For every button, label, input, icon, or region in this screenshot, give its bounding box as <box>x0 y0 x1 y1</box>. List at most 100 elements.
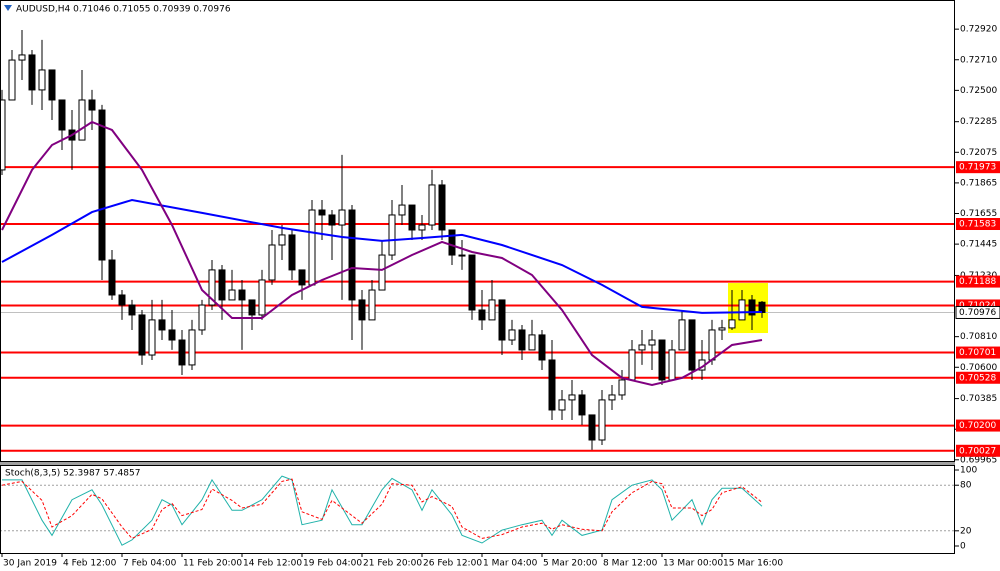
candle-body <box>528 334 536 351</box>
x-tick-label: 5 Mar 20:00 <box>543 559 598 569</box>
candle-body <box>268 244 276 281</box>
candle-body <box>468 254 476 311</box>
last-price-tag <box>955 305 1000 319</box>
pane-separator <box>0 462 955 465</box>
candle-body <box>28 54 36 91</box>
underlay <box>0 166 955 532</box>
moving-average <box>1 198 763 314</box>
candle-body <box>598 399 606 441</box>
candle-body <box>418 224 426 231</box>
candle-body <box>618 379 626 396</box>
level-label: 0.71583 <box>959 220 996 230</box>
candle-body <box>478 309 486 321</box>
candle-body <box>8 59 16 101</box>
level-label: 0.71973 <box>959 163 996 173</box>
candle-body <box>748 299 756 316</box>
moving-average <box>1 120 763 387</box>
level-tag <box>956 371 1000 384</box>
y-tick-label: 0.70600 <box>960 363 997 373</box>
candle-body <box>398 204 406 216</box>
candle-body <box>378 254 386 291</box>
candle-body <box>628 349 636 381</box>
y-tick-label: 20 <box>960 526 972 536</box>
candle-body <box>358 299 366 321</box>
candle-body <box>658 339 666 381</box>
candle-body <box>88 99 96 111</box>
level-label: 0.70200 <box>959 421 996 431</box>
candle-body <box>278 234 286 246</box>
stoch-line <box>2 475 763 546</box>
candle-body <box>228 289 236 301</box>
candle-body <box>678 319 686 351</box>
candle-body <box>558 399 566 411</box>
candle-body <box>368 289 376 321</box>
x-tick-label: 30 Jan 2019 <box>3 559 57 569</box>
candle-body <box>498 299 506 341</box>
candle-body <box>578 394 586 416</box>
x-tick-label: 21 Feb 20:00 <box>363 559 422 569</box>
y-tick-label: 0.70810 <box>960 332 997 342</box>
candle-body <box>18 54 26 61</box>
level-tag <box>956 419 1000 432</box>
last-price-label: 0.70976 <box>959 308 996 318</box>
level-label: 0.71188 <box>959 277 996 287</box>
level-label: 0.70701 <box>959 348 996 358</box>
x-tick-label: 8 Mar 12:00 <box>603 559 658 569</box>
level-tag <box>956 346 1000 359</box>
candle-body <box>0 99 6 171</box>
candle-body <box>148 319 156 356</box>
candle-body <box>38 69 46 91</box>
level-tag <box>956 444 1000 457</box>
y-tick-label: 0.70385 <box>960 394 997 404</box>
y-tick-label: 0.71655 <box>960 209 997 219</box>
x-tick-label: 26 Feb 12:00 <box>423 559 482 569</box>
x-tick-label: 7 Feb 04:00 <box>123 559 177 569</box>
level-tag <box>956 218 1000 231</box>
y-tick-label: 100 <box>960 466 977 476</box>
level-tag <box>956 161 1000 174</box>
y-tick-label: 0.69965 <box>960 455 997 465</box>
y-tick-label: 0.72710 <box>960 55 997 65</box>
candle-body <box>218 269 226 301</box>
y-tick-label: 0 <box>960 542 966 552</box>
candle-body <box>58 99 66 131</box>
candle-body <box>208 269 216 306</box>
y-tick-label: 0.72500 <box>960 86 997 96</box>
x-tick-label: 1 Mar 04:00 <box>483 559 538 569</box>
y-tick-label: 80 <box>960 481 972 491</box>
candle-body <box>688 319 696 371</box>
candle-body <box>608 394 616 401</box>
candle-body <box>668 349 676 381</box>
candle-body <box>328 214 336 226</box>
x-tick-label: 15 Mar 16:00 <box>723 559 783 569</box>
level-tag <box>956 275 1000 288</box>
candle-body <box>648 339 656 346</box>
candle-body <box>108 259 116 296</box>
level-label: 0.70528 <box>959 373 996 383</box>
candle-body <box>538 334 546 361</box>
candle-body <box>638 344 646 351</box>
candle-body <box>708 329 716 361</box>
indicator-title: Stoch(8,3,5) 52.3987 57.4857 <box>5 469 140 479</box>
candle-body <box>158 319 166 331</box>
y-tick-label: 0.71445 <box>960 240 997 250</box>
candle-body <box>48 69 56 101</box>
candle-body <box>248 299 256 316</box>
candle-body <box>408 204 416 231</box>
candle-body <box>168 329 176 341</box>
candle-body <box>548 359 556 411</box>
candle-body <box>178 339 186 366</box>
candle-body <box>288 234 296 271</box>
candle-body <box>258 279 266 316</box>
candle-body <box>508 329 516 341</box>
candle-body <box>728 319 736 329</box>
chart-title: AUDUSD,H4 0.71046 0.71055 0.70939 0.7097… <box>16 5 231 15</box>
candle-body <box>138 314 146 356</box>
candle-body <box>448 229 456 256</box>
candle-body <box>338 209 346 226</box>
candle-body <box>238 289 246 301</box>
candle-body <box>308 209 316 286</box>
candle-body <box>348 209 356 301</box>
